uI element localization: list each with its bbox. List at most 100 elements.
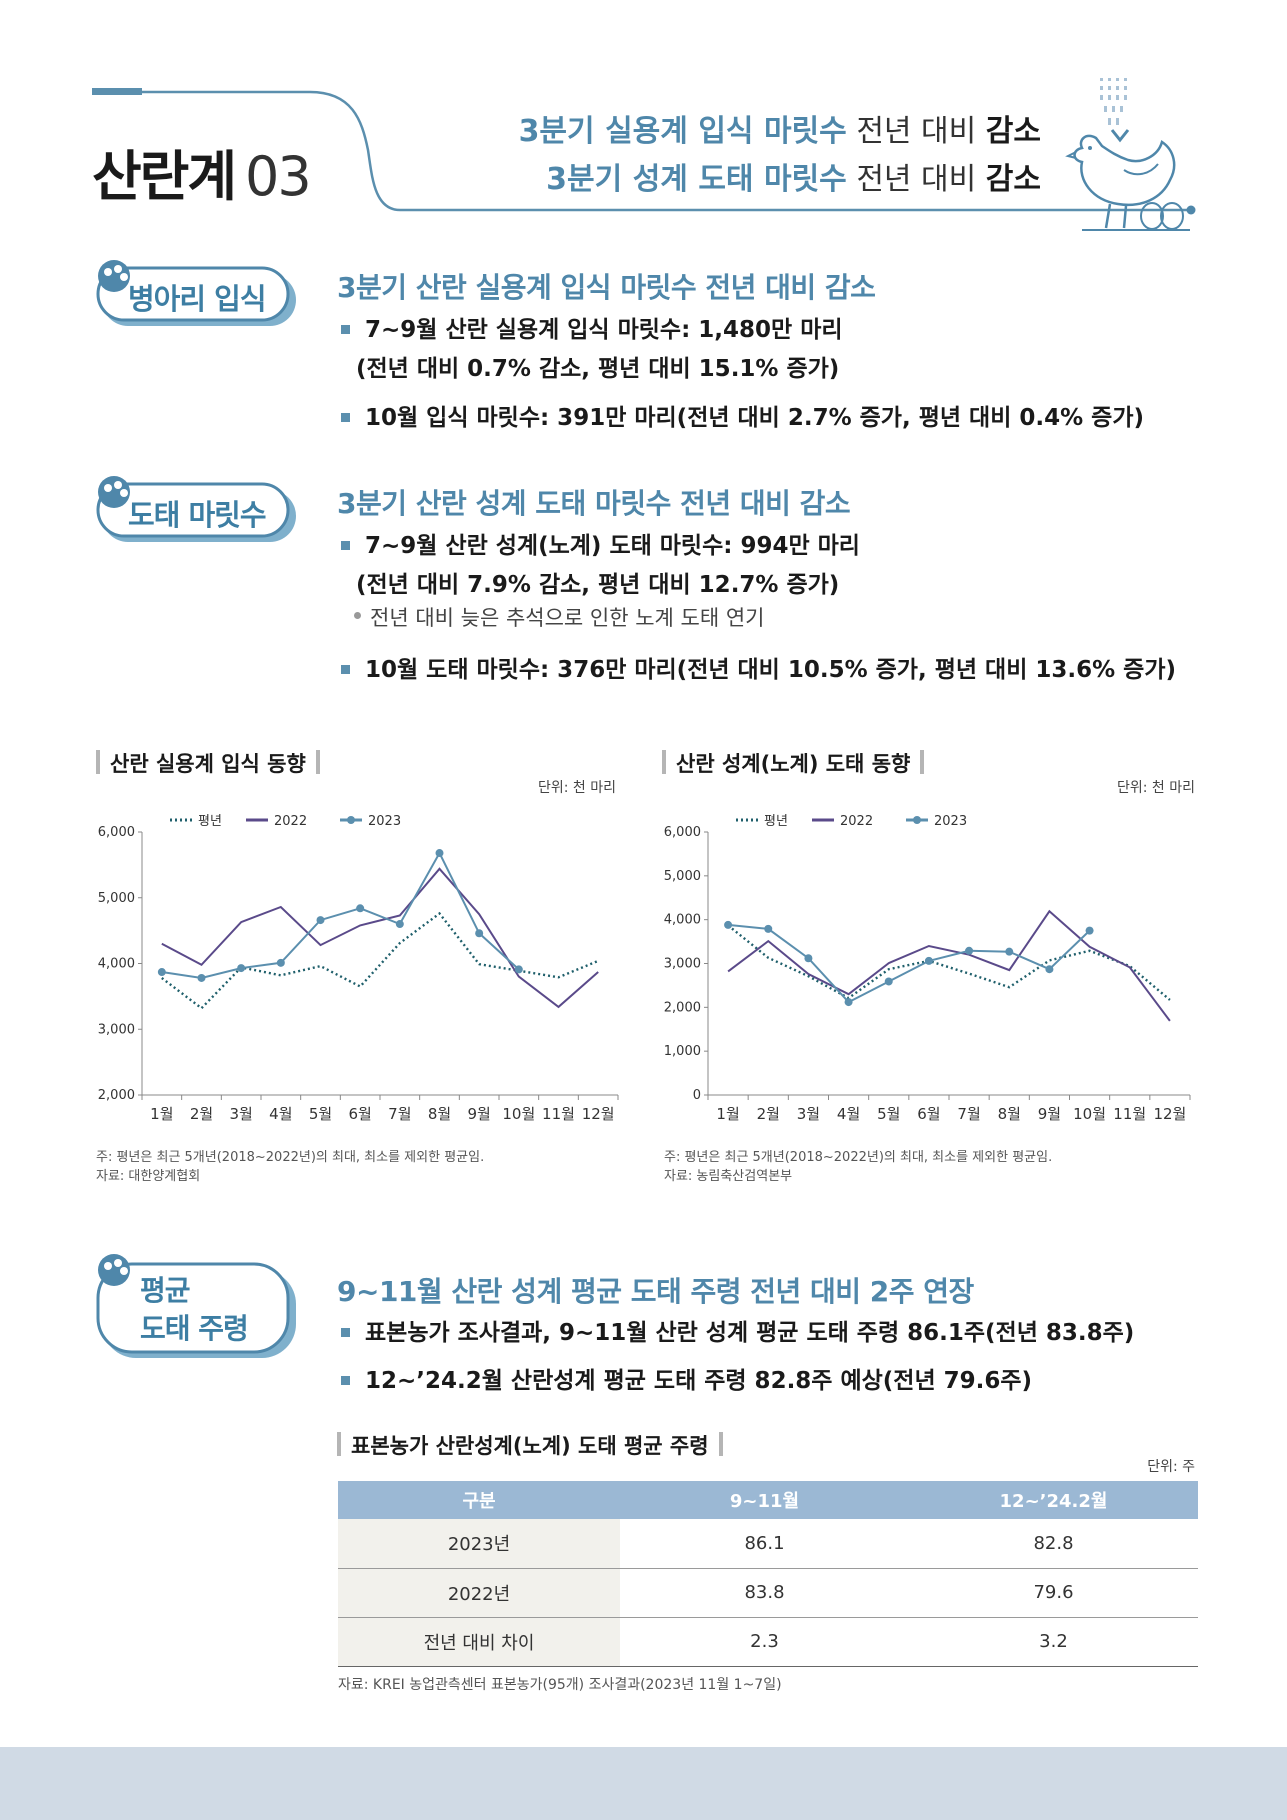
tag-avg-culling-age: 평균 도태 주령	[92, 1250, 300, 1360]
bullet-item: 10월 도태 마릿수: 376만 마리(전년 대비 10.5% 증가, 평년 대…	[337, 653, 1176, 687]
bullet-item: 7~9월 산란 성계(노계) 도태 마릿수: 994만 마리	[337, 529, 860, 563]
header-summary: 3분기 실용계 입식 마릿수 전년 대비 감소 3분기 성계 도태 마릿수 전년…	[519, 108, 1041, 204]
tag-chick-input: 병아리 입식	[92, 260, 300, 330]
table-cell: 83.8	[620, 1568, 909, 1618]
table-row: 전년 대비 차이 2.3 3.2	[338, 1617, 1198, 1667]
series-line-2023	[728, 923, 1091, 1004]
y-tick-label: 5,000	[664, 869, 701, 884]
table-source: 자료: KREI 농업관측센터 표본농가(95개) 조사결과(2023년 11월…	[338, 1677, 782, 1693]
x-tick-label: 8월	[998, 1105, 1021, 1123]
section-heading: 9~11월 산란 성계 평균 도태 주령 전년 대비 2주 연장	[337, 1275, 974, 1308]
data-point-2023	[884, 977, 893, 986]
table-cell: 3.2	[909, 1617, 1198, 1667]
data-point-2023	[157, 968, 166, 977]
y-tick-label: 5,000	[98, 891, 135, 906]
table-row: 2022년 83.8 79.6	[338, 1568, 1198, 1618]
chart-title-right: 산란 성계(노계) 도태 동향	[662, 748, 925, 778]
sub-bullet: 전년 대비 늦은 추석으로 인한 노계 도태 연기	[350, 602, 765, 632]
x-tick-label: 12월	[582, 1105, 615, 1123]
table-header-row: 구분 9~11월 12~’24.2월	[338, 1481, 1198, 1519]
data-point-2023	[395, 920, 404, 929]
chart-note-left: 주: 평년은 최근 5개년(2018~2022년)의 최대, 최소를 제외한 평…	[96, 1150, 485, 1165]
chart-unit-right: 단위: 천 마리	[1116, 780, 1195, 796]
x-tick-label: 5월	[309, 1105, 332, 1123]
chart-left: 2,000 3,000 4,000 5,000 6,000 1월 2월 3월 4월 5월 6월 7월 8…	[98, 814, 619, 1123]
x-tick-label: 5월	[877, 1105, 900, 1123]
y-tick-label: 6,000	[98, 825, 135, 840]
page-title: 산란계 03	[92, 145, 312, 208]
header-summary-line1: 3분기 실용계 입식 마릿수 전년 대비 감소	[518, 114, 1041, 149]
chick-icon	[96, 476, 296, 542]
chart-source-left: 자료: 대한양계협회	[96, 1169, 201, 1184]
table-row: 2023년 86.1 82.8	[338, 1519, 1198, 1569]
y-tick-label: 2,000	[98, 1088, 135, 1103]
legend-label: 2023	[934, 814, 967, 829]
hen-icon	[1065, 78, 1190, 231]
data-point-2023	[804, 954, 813, 963]
data-point-2023	[514, 965, 523, 974]
table-unit: 단위: 주	[1147, 1459, 1195, 1475]
data-point-2023	[1045, 965, 1054, 974]
data-point-2023	[1085, 926, 1094, 935]
y-tick-label: 1,000	[664, 1044, 701, 1059]
x-tick-label: 4월	[837, 1105, 860, 1123]
legend-marker	[913, 816, 921, 824]
legend-label: 평년	[764, 814, 788, 829]
series-line-2023	[161, 850, 520, 980]
x-tick-label: 7월	[388, 1105, 411, 1123]
data-point-2023	[764, 924, 773, 933]
data-point-2023	[965, 946, 974, 955]
data-point-2023	[475, 929, 484, 938]
data-point-2023	[924, 956, 933, 965]
bullet-item: 7~9월 산란 실용계 입식 마릿수: 1,480만 마리	[337, 313, 843, 347]
table-cell: 전년 대비 차이	[338, 1617, 620, 1667]
table-header-cell: 9~11월	[620, 1481, 909, 1519]
legend-label: 2022	[274, 814, 307, 829]
section-heading: 3분기 산란 성계 도태 마릿수 전년 대비 감소	[337, 487, 851, 520]
x-tick-label: 3월	[229, 1105, 252, 1123]
legend-label: 2023	[368, 814, 401, 829]
x-tick-label: 2월	[190, 1105, 213, 1123]
bullet-continuation: (전년 대비 7.9% 감소, 평년 대비 12.7% 증가)	[356, 572, 840, 598]
tag-label: 도태 마릿수	[128, 498, 266, 532]
table-cell: 2.3	[620, 1617, 909, 1667]
x-tick-label: 6월	[917, 1105, 940, 1123]
chart-right: 0 1,000 2,000 3,000 4,000 5,000 6,000 1월 2월 3월 4월 5…	[664, 814, 1191, 1123]
table-cell: 2022년	[338, 1568, 620, 1618]
y-tick-label: 3,000	[664, 957, 701, 972]
age-table: 구분 9~11월 12~’24.2월 2023년 86.1 82.8 2022년…	[338, 1481, 1198, 1667]
y-tick-label: 3,000	[98, 1022, 135, 1037]
y-tick-label: 4,000	[664, 913, 701, 928]
data-point-2023	[435, 849, 444, 858]
table-cell: 2023년	[338, 1519, 620, 1569]
data-point-2023	[844, 998, 853, 1007]
data-point-2023	[197, 973, 206, 982]
x-tick-label: 6월	[348, 1105, 371, 1123]
data-point-2023	[316, 916, 325, 925]
chart-title-left: 산란 실용계 입식 동향	[96, 748, 320, 778]
table-header-cell: 12~’24.2월	[909, 1481, 1198, 1519]
chart-unit-left: 단위: 천 마리	[537, 780, 616, 796]
bullet-item: 표본농가 조사결과, 9~11월 산란 성계 평균 도태 주령 86.1주(전년…	[337, 1316, 1134, 1350]
chart-note-right: 주: 평년은 최근 5개년(2018~2022년)의 최대, 최소를 제외한 평…	[664, 1150, 1053, 1165]
y-tick-label: 0	[693, 1088, 701, 1103]
bullet-item: 12~’24.2월 산란성계 평균 도태 주령 82.8주 예상(전년 79.6…	[337, 1364, 1032, 1398]
header-accent-bar	[92, 88, 142, 95]
x-tick-label: 1월	[716, 1105, 739, 1123]
y-tick-label: 6,000	[664, 825, 701, 840]
table-header-cell: 구분	[338, 1481, 620, 1519]
y-tick-label: 2,000	[664, 1000, 701, 1015]
x-tick-label: 10월	[502, 1105, 535, 1123]
x-tick-label: 2월	[757, 1105, 780, 1123]
x-tick-label: 11월	[1113, 1105, 1146, 1123]
bullet-item: 10월 입식 마릿수: 391만 마리(전년 대비 2.7% 증가, 평년 대비…	[337, 401, 1144, 435]
data-point-2023	[1005, 947, 1014, 956]
x-tick-label: 7월	[957, 1105, 980, 1123]
data-point-2023	[356, 904, 365, 913]
series-line-2022	[161, 867, 599, 1009]
x-tick-label: 11월	[542, 1105, 575, 1123]
tag-culling-count: 도태 마릿수	[92, 476, 300, 546]
data-point-2023	[276, 958, 285, 967]
chick-icon	[96, 260, 296, 326]
legend-marker	[347, 816, 355, 824]
